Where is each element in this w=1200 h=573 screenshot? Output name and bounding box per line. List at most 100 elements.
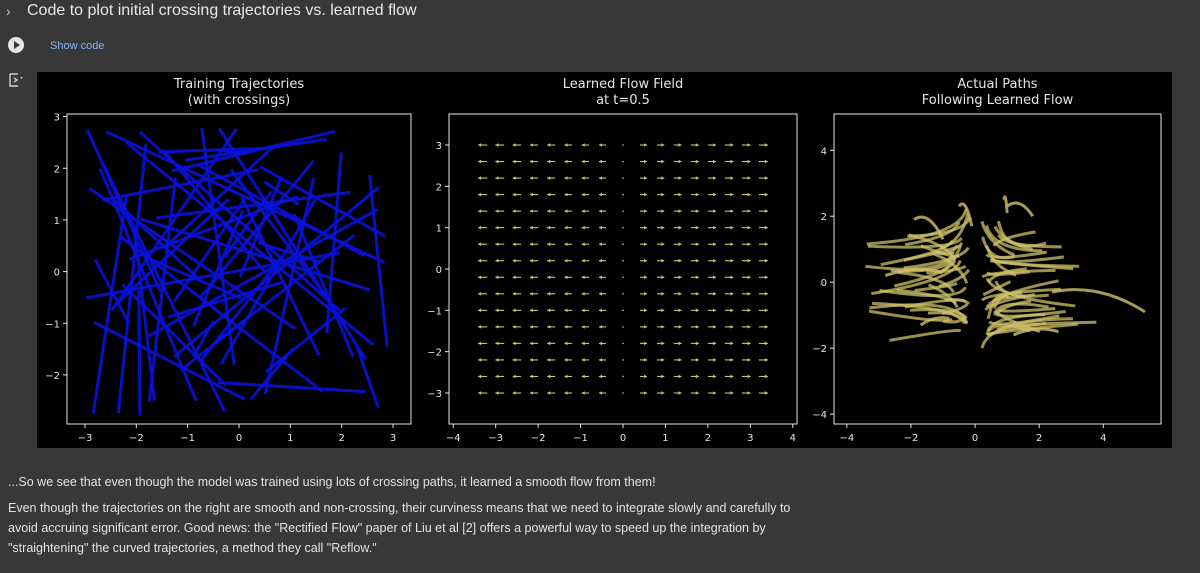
flow-arrow: [622, 177, 624, 179]
training-trajectory: [172, 200, 245, 303]
flow-path: [884, 268, 944, 278]
flow-arrow-head: [678, 391, 682, 395]
flow-arrow-head: [547, 143, 551, 147]
flow-arrow-head: [598, 258, 602, 263]
flow-arrow: [622, 392, 624, 394]
flow-arrow-head: [747, 308, 751, 313]
flow-arrow-head: [764, 242, 768, 246]
flow-arrow-head: [564, 225, 568, 230]
training-trajectory: [147, 177, 177, 402]
flow-arrow-head: [581, 258, 585, 263]
flow-path: [998, 306, 1056, 313]
flow-arrow-head: [695, 374, 699, 379]
flow-arrow-head: [644, 209, 648, 213]
run-cell-button[interactable]: [8, 37, 24, 53]
training-trajectory: [85, 129, 162, 293]
flow-arrow-head: [713, 275, 717, 280]
x-tick-label: 1: [287, 433, 293, 444]
flow-arrow-head: [747, 176, 751, 180]
flow-arrow: [622, 309, 624, 312]
flow-path: [903, 244, 962, 262]
flow-arrow-head: [529, 159, 533, 164]
flow-arrow-head: [547, 341, 551, 346]
y-tick-label: 3: [436, 141, 442, 152]
flow-path: [913, 215, 945, 240]
flow-arrow-head: [730, 176, 734, 180]
flow-path: [869, 303, 969, 324]
collapse-chevron-icon[interactable]: ›: [6, 3, 11, 19]
x-tick-label: −3: [488, 433, 503, 444]
flow-arrow-head: [547, 192, 551, 197]
flow-path: [986, 293, 1010, 320]
flow-arrow-head: [644, 258, 648, 263]
training-trajectory: [148, 208, 379, 338]
flow-arrow-head: [495, 209, 499, 213]
flow-arrow-head: [512, 308, 516, 313]
x-tick-label: −1: [573, 433, 588, 444]
flow-arrow-head: [581, 176, 585, 180]
flow-arrow: [622, 193, 624, 196]
flow-path: [939, 213, 970, 251]
flow-arrow-head: [713, 225, 717, 230]
flow-arrow-head: [730, 308, 734, 313]
flow-arrow-head: [695, 308, 699, 313]
flow-arrow-head: [713, 325, 717, 329]
figure-canvas: Training Trajectories(with crossings) −3 −…: [45, 77, 1162, 444]
flow-arrow-head: [529, 192, 533, 197]
x-tick-label: 1: [662, 433, 668, 444]
x-tick-label: −3: [78, 433, 93, 444]
flow-arrow-head: [547, 225, 551, 230]
flow-arrow-head: [661, 325, 665, 329]
flow-arrow: [622, 210, 624, 212]
flow-arrow-head: [747, 391, 751, 395]
flow-arrow-head: [661, 358, 665, 362]
plot-area: [478, 143, 768, 395]
show-code-link[interactable]: Show code: [50, 40, 105, 52]
flow-path: [889, 328, 962, 342]
flow-arrow-head: [661, 275, 665, 280]
flow-arrow-head: [747, 292, 751, 296]
flow-arrow-head: [512, 358, 516, 362]
flow-arrow-head: [512, 143, 516, 147]
flow-arrow-head: [478, 143, 482, 147]
flow-arrow-head: [644, 159, 648, 164]
flow-arrow-head: [730, 225, 734, 230]
y-tick-label: −2: [427, 348, 442, 359]
flow-arrow: [622, 293, 624, 295]
output-menu-icon[interactable]: [8, 72, 24, 88]
flow-path: [1002, 195, 1009, 214]
y-tick-label: 0: [436, 265, 442, 276]
flow-arrow-head: [661, 225, 665, 230]
flow-arrow-head: [547, 292, 551, 296]
flow-arrow-head: [678, 159, 682, 164]
flow-arrow: [622, 326, 624, 328]
x-tick-label: −4: [446, 433, 461, 444]
flow-arrow-head: [661, 374, 665, 379]
flow-arrow-head: [644, 176, 648, 180]
axes-frame: [448, 113, 798, 425]
flow-arrow-head: [495, 374, 499, 379]
flow-arrow-head: [547, 209, 551, 213]
flow-arrow-head: [678, 176, 682, 180]
flow-arrow-head: [678, 358, 682, 362]
y-tick-label: 1: [54, 216, 60, 227]
flow-arrow-head: [529, 292, 533, 296]
flow-arrow-head: [598, 275, 602, 280]
flow-path: [985, 323, 1031, 336]
flow-path: [904, 298, 967, 309]
flow-arrow-head: [564, 325, 568, 329]
subplot-title: Actual Paths: [957, 77, 1037, 92]
flow-arrow-head: [661, 391, 665, 395]
flow-arrow-head: [695, 341, 699, 346]
markdown-paragraph-1: ...So we see that even though the model …: [8, 475, 656, 489]
plot-area: [85, 127, 389, 416]
axes-frame: [66, 113, 412, 425]
flow-arrow-head: [478, 209, 482, 213]
y-tick-label: −2: [45, 371, 60, 382]
flow-path: [988, 314, 1060, 326]
training-trajectory: [368, 174, 389, 347]
x-tick-label: 0: [972, 433, 978, 444]
training-trajectory: [219, 198, 317, 365]
flow-arrow-head: [512, 292, 516, 296]
y-tick-label: −1: [427, 306, 442, 317]
